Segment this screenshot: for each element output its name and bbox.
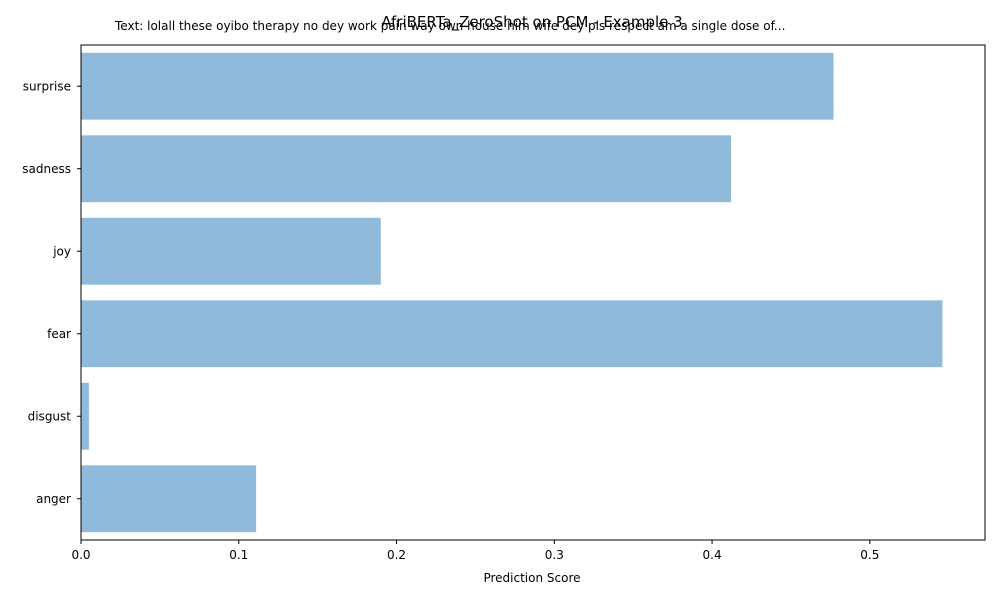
y-tick-label-fear: fear <box>47 327 71 341</box>
axes-frame <box>80 44 986 541</box>
x-tick-label: 0.3 <box>545 548 564 562</box>
bar-disgust <box>81 382 89 450</box>
x-tick-label: 0.2 <box>387 548 406 562</box>
bar-fear <box>81 300 943 368</box>
y-tick-label-sadness: sadness <box>22 162 71 176</box>
y-tick-label-anger: anger <box>36 492 71 506</box>
x-axis-label: Prediction Score <box>483 571 580 585</box>
bar-sadness <box>81 135 731 203</box>
bar-surprise <box>81 52 834 120</box>
x-tick-label: 0.0 <box>71 548 90 562</box>
x-tick-label: 0.5 <box>860 548 879 562</box>
y-tick-label-disgust: disgust <box>28 409 72 423</box>
bar-anger <box>81 465 257 533</box>
y-tick-label-joy: joy <box>52 244 71 258</box>
chart-subtitle: Text: lolall these oyibo therapy no dey … <box>114 19 785 33</box>
x-tick-label: 0.1 <box>229 548 248 562</box>
bar-joy <box>81 217 381 285</box>
y-ticks-group: surprise sadness joy fear disgust anger <box>22 79 81 506</box>
y-tick-label-surprise: surprise <box>23 79 71 93</box>
x-tick-label: 0.4 <box>703 548 722 562</box>
chart-title: AfriBERTa_ZeroShot on PCM - Example 3 <box>381 13 682 32</box>
x-ticks-group: 0.0 0.1 0.2 0.3 0.4 0.5 <box>71 540 879 562</box>
bars-group <box>81 52 943 533</box>
